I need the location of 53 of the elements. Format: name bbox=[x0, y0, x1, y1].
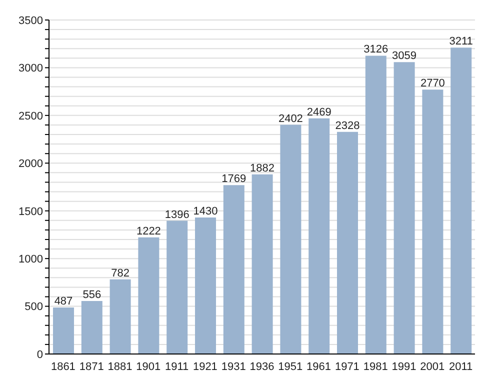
y-tick-label: 1000 bbox=[18, 253, 43, 266]
x-tick-label: 1931 bbox=[221, 360, 246, 373]
data-label: 3126 bbox=[364, 44, 388, 56]
data-label: 782 bbox=[111, 267, 130, 280]
data-label: 556 bbox=[82, 288, 102, 301]
x-tick-label: 2001 bbox=[420, 360, 445, 373]
bar bbox=[280, 124, 302, 354]
x-tick-label: 1981 bbox=[363, 360, 388, 373]
y-tick-label: 2000 bbox=[18, 158, 43, 170]
data-label: 1430 bbox=[193, 206, 218, 218]
data-label: 2770 bbox=[420, 78, 445, 90]
y-tick-label: 0 bbox=[36, 348, 43, 361]
data-label: 1769 bbox=[222, 173, 246, 186]
data-label: 1882 bbox=[250, 162, 275, 174]
x-tick-label: 1971 bbox=[334, 360, 360, 373]
bar bbox=[53, 308, 74, 354]
bar bbox=[337, 132, 358, 354]
x-tick-label: 1881 bbox=[108, 360, 132, 373]
bar bbox=[166, 220, 188, 354]
data-label: 2328 bbox=[335, 120, 360, 132]
x-tick-label: 1936 bbox=[250, 360, 274, 373]
bar bbox=[450, 48, 472, 354]
x-tick-label: 2011 bbox=[448, 360, 473, 373]
y-tick-label: 500 bbox=[24, 301, 43, 314]
bar bbox=[223, 185, 244, 354]
x-tick-label: 1901 bbox=[136, 360, 161, 373]
data-label: 487 bbox=[54, 296, 73, 308]
y-tick-label: 1500 bbox=[18, 206, 43, 218]
data-label: 2402 bbox=[278, 112, 303, 125]
data-label: 3059 bbox=[392, 50, 417, 62]
x-tick-label: 1951 bbox=[278, 360, 303, 373]
data-label: 1396 bbox=[164, 208, 190, 221]
data-label: 3211 bbox=[449, 36, 473, 48]
bar bbox=[365, 56, 386, 354]
x-tick-label: 1961 bbox=[306, 360, 332, 373]
x-tick-label: 1911 bbox=[164, 360, 189, 373]
bar bbox=[394, 62, 415, 354]
y-tick-label: 2500 bbox=[18, 110, 43, 122]
bar bbox=[252, 174, 273, 354]
x-tick-label: 1921 bbox=[192, 360, 218, 373]
bar bbox=[81, 300, 102, 354]
bar bbox=[195, 218, 216, 354]
y-tick-label: 3000 bbox=[18, 62, 43, 75]
x-tick-label: 1871 bbox=[79, 360, 104, 373]
x-tick-label: 1861 bbox=[50, 360, 76, 373]
data-label: 2469 bbox=[306, 106, 332, 118]
bar bbox=[422, 90, 444, 354]
x-tick-label: 1991 bbox=[392, 360, 416, 373]
bar bbox=[110, 279, 131, 354]
data-label: 1222 bbox=[136, 225, 161, 238]
bar bbox=[138, 237, 160, 354]
y-tick-label: 3500 bbox=[18, 14, 43, 27]
bar bbox=[308, 118, 330, 354]
